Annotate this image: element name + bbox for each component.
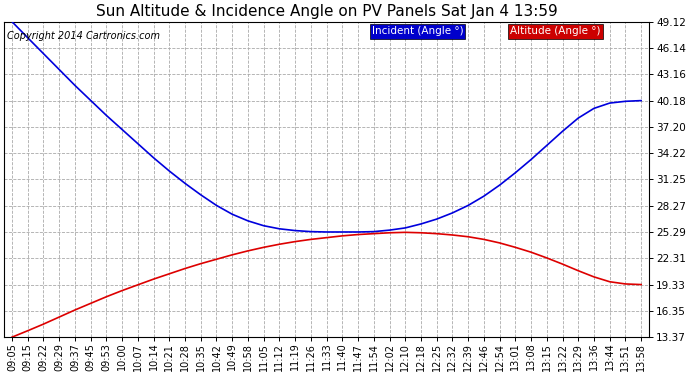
Text: Incident (Angle °): Incident (Angle °)	[372, 27, 464, 36]
Title: Sun Altitude & Incidence Angle on PV Panels Sat Jan 4 13:59: Sun Altitude & Incidence Angle on PV Pan…	[96, 4, 558, 19]
Text: Copyright 2014 Cartronics.com: Copyright 2014 Cartronics.com	[8, 31, 160, 41]
Text: Altitude (Angle °): Altitude (Angle °)	[511, 27, 601, 36]
